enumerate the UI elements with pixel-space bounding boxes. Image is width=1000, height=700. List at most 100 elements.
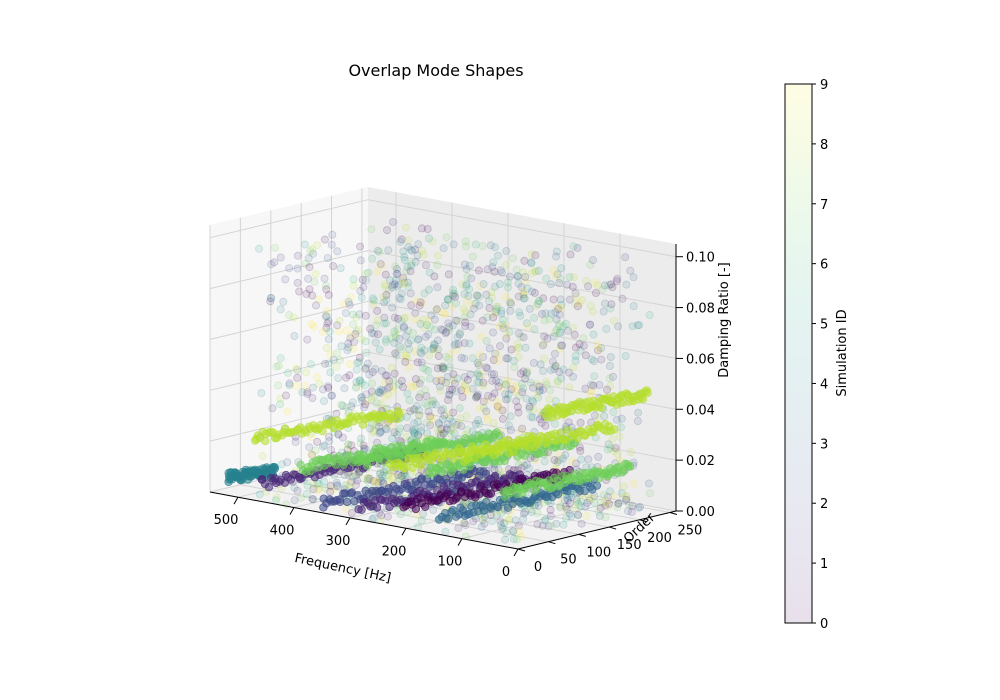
- scatter-point-188: [565, 295, 574, 304]
- scatter-point-946: [362, 348, 371, 357]
- scatter-point-990: [445, 363, 454, 372]
- scatter-point-397: [512, 345, 521, 354]
- scatter-point-1198: [399, 280, 408, 289]
- scatter-point-1732: [382, 319, 391, 328]
- scatter-point-1217: [411, 257, 420, 266]
- scatter-point-1089: [401, 357, 410, 366]
- scatter-point-1122: [474, 292, 483, 301]
- scatter-point-180: [479, 397, 488, 406]
- scatter-point-76: [444, 354, 453, 363]
- scatter-point-572: [458, 280, 467, 289]
- scatter-point-1077: [579, 334, 588, 343]
- scatter-point-1351: [527, 258, 536, 267]
- scatter-point-1625: [634, 408, 643, 417]
- scatter-point-467: [369, 300, 378, 309]
- scatter-point-250: [528, 396, 537, 405]
- scatter-point-953: [479, 353, 488, 362]
- scatter-point-958: [450, 292, 459, 301]
- scatter-point-619: [293, 278, 302, 287]
- scatter-point-1645: [512, 397, 521, 406]
- scatter-point-1137: [490, 282, 499, 291]
- scatter-point-1621: [569, 242, 578, 251]
- scatter-point-1418: [565, 509, 574, 518]
- scatter-point-455: [504, 421, 513, 430]
- scatter-point-1209: [305, 443, 314, 452]
- scatter-point-1032: [473, 291, 482, 300]
- scatter-point-769: [487, 370, 496, 379]
- scatter-point-1457: [424, 366, 433, 375]
- scatter-point-1374: [258, 451, 267, 460]
- scatter-point-1651: [419, 250, 428, 259]
- track-6-point-58: [491, 471, 500, 481]
- scatter-point-1345: [430, 272, 439, 281]
- scatter-point-663: [423, 224, 432, 233]
- scatter-point-23: [552, 247, 561, 256]
- x-tick-mark-2: [401, 528, 407, 536]
- scatter-point-1473: [386, 334, 395, 343]
- scatter-point-1066: [332, 362, 341, 371]
- scatter-point-1264: [556, 341, 565, 350]
- scatter-point-428: [576, 446, 585, 455]
- scatter-point-69: [472, 391, 481, 400]
- scatter-point-855: [519, 268, 528, 277]
- scatter-point-1140: [492, 397, 501, 406]
- scatter-point-75: [357, 393, 366, 402]
- scatter-point-613: [334, 374, 343, 383]
- scatter-point-17: [370, 392, 379, 401]
- scatter-point-1029: [522, 368, 531, 377]
- scatter-point-1298: [494, 356, 503, 365]
- scatter-point-350: [349, 320, 358, 329]
- scatter-point-129: [546, 280, 555, 289]
- scatter-point-644: [590, 278, 599, 287]
- scatter-point-310: [461, 532, 470, 541]
- scatter-point-234: [353, 470, 362, 479]
- scatter-point-1453: [326, 368, 335, 377]
- y-tick-mark-1: [548, 541, 556, 545]
- scatter-point-422: [308, 245, 317, 254]
- scatter-point-1082: [344, 440, 353, 449]
- scatter-point-171: [449, 289, 458, 298]
- scatter-point-335: [404, 242, 413, 251]
- scatter-point-434: [334, 429, 343, 438]
- scatter-point-206: [311, 446, 320, 455]
- scatter-point-1623: [324, 335, 333, 344]
- scatter-point-1774: [462, 412, 471, 421]
- scatter-point-316: [410, 429, 419, 438]
- scatter-point-925: [268, 404, 277, 413]
- scatter-point-1535: [610, 316, 619, 325]
- scatter-point-1362: [626, 266, 635, 275]
- scatter-point-549: [343, 346, 352, 355]
- scatter-point-191: [543, 334, 552, 343]
- scatter-point-1618: [335, 316, 344, 325]
- scatter-point-1445: [531, 267, 540, 276]
- scatter-point-1684: [492, 350, 501, 359]
- x-tick-mark-1: [457, 538, 463, 546]
- scatter-point-940: [514, 353, 523, 362]
- scatter-point-835: [334, 430, 343, 439]
- scatter-point-1310: [344, 440, 353, 449]
- scatter-point-414: [417, 516, 426, 525]
- scatter-point-156: [572, 292, 581, 301]
- scatter-point-640: [478, 242, 487, 251]
- scatter-point-1739: [613, 274, 622, 283]
- scatter-point-1782: [447, 430, 456, 439]
- scatter-point-727: [609, 408, 618, 417]
- scatter-point-596: [612, 415, 621, 424]
- scatter-point-332: [577, 455, 586, 464]
- colorbar-tick-label-6: 6: [820, 258, 828, 273]
- scatter-point-1085: [448, 291, 457, 300]
- scatter-point-1446: [329, 355, 338, 364]
- scatter-point-339: [569, 372, 578, 381]
- scatter-point-251: [498, 320, 507, 329]
- scatter-point-385: [597, 344, 606, 353]
- scatter-point-170: [293, 365, 302, 374]
- scatter-point-1333: [308, 495, 317, 504]
- scatter-point-1500: [276, 305, 285, 314]
- scatter-point-733: [576, 418, 585, 427]
- scatter-point-741: [507, 385, 516, 394]
- scatter-point-888: [395, 280, 404, 289]
- colorbar-ticks: 0 1 2 3 4 5 6 7 8 9: [812, 78, 828, 632]
- scatter-point-1021: [600, 412, 609, 421]
- scatter-point-1023: [444, 319, 453, 328]
- scatter-point-349: [555, 322, 564, 331]
